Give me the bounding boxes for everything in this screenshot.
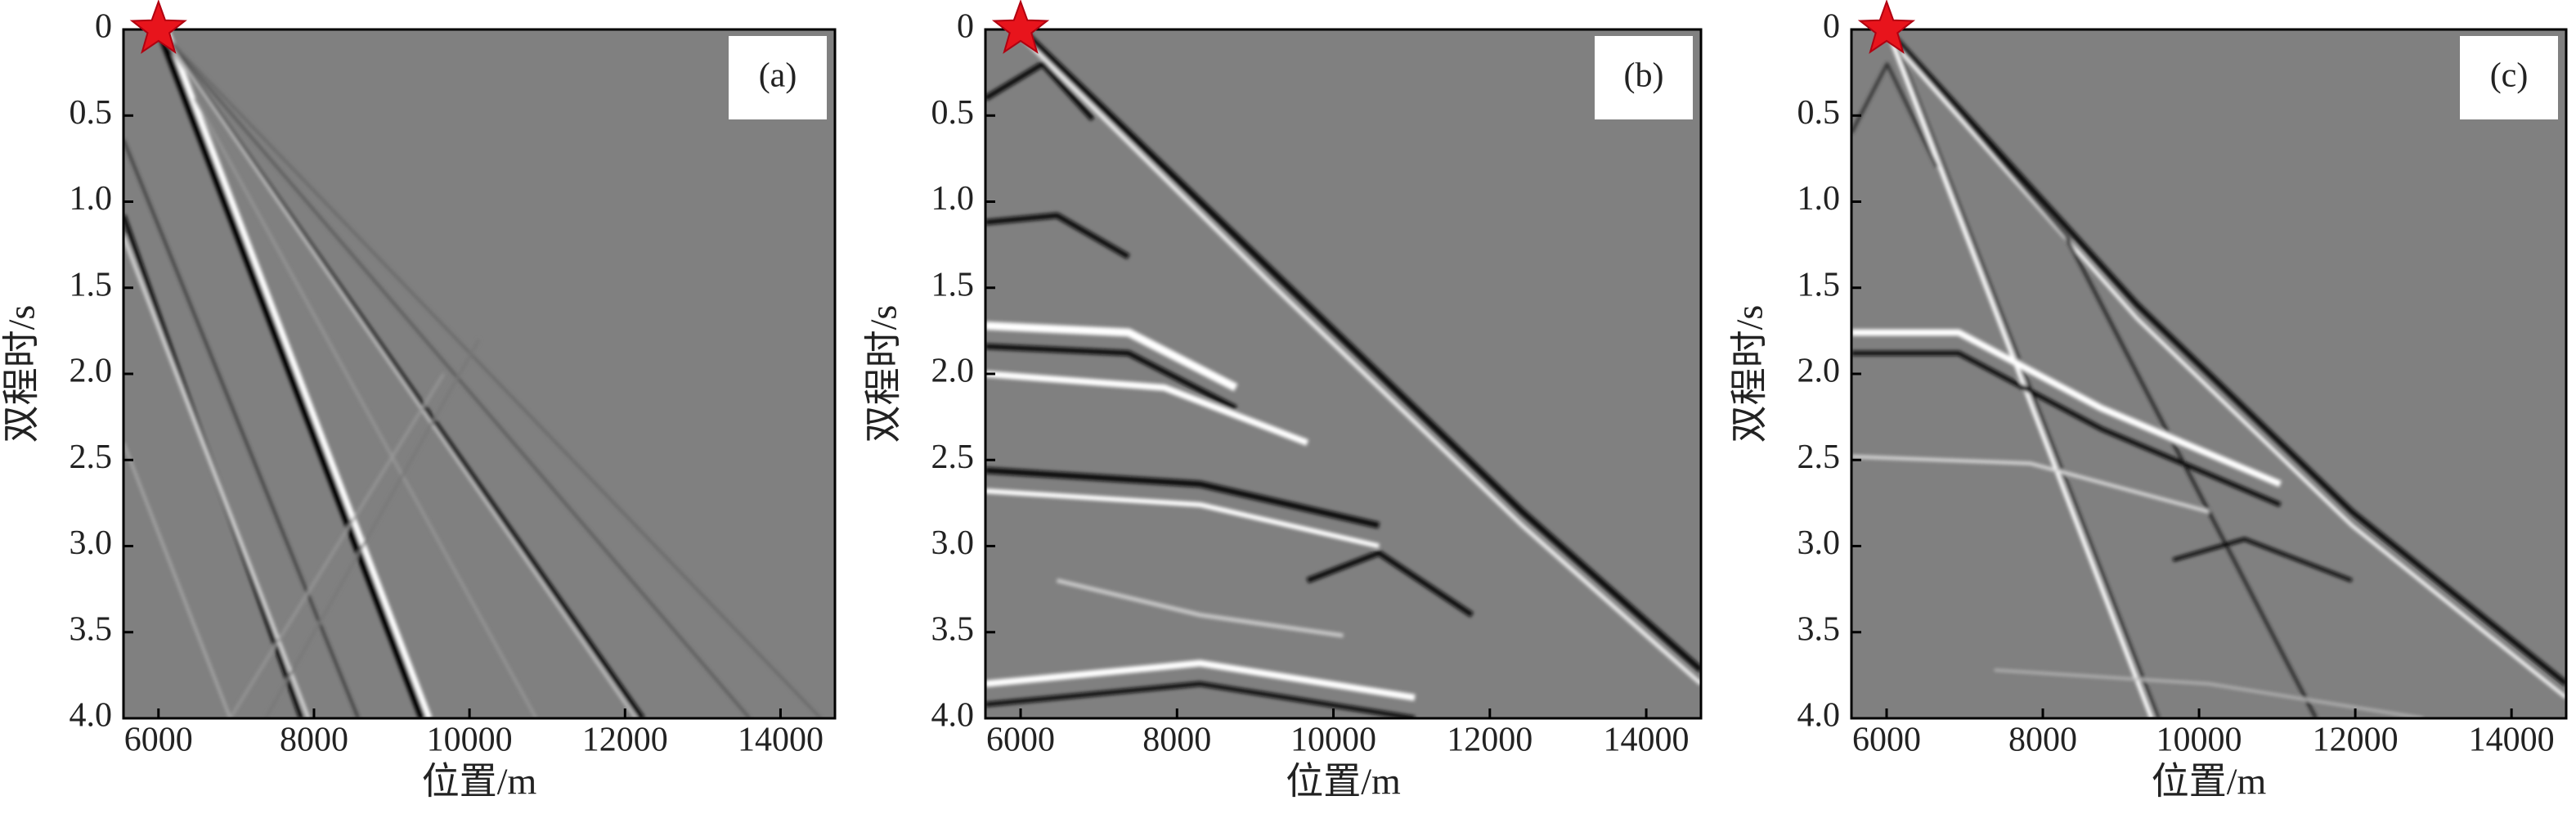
y-axis-label: 双程时/s bbox=[863, 305, 904, 443]
y-tick-label: 2.0 bbox=[1797, 353, 1841, 390]
panel: 6000 8000 10000 12000 14000 0 0.5 1.0 1.5 2.0 2.5 3… bbox=[863, 0, 1703, 803]
wavefront bbox=[155, 29, 426, 718]
wavefront bbox=[985, 488, 1380, 549]
y-tick-label: 3.5 bbox=[931, 610, 975, 648]
y-tick-label: 2.5 bbox=[1797, 438, 1841, 476]
wavefront bbox=[2172, 537, 2353, 582]
x-tick-label: 14000 bbox=[2469, 722, 2555, 759]
wavefront bbox=[123, 235, 311, 718]
y-tick-label: 3.5 bbox=[70, 610, 113, 648]
wavefront bbox=[1885, 29, 2154, 718]
y-tick-label: 4.0 bbox=[931, 697, 975, 735]
x-tick-label: 6000 bbox=[124, 722, 193, 759]
y-tick-label: 4.0 bbox=[70, 697, 113, 735]
wavefront bbox=[985, 466, 1380, 529]
y-tick-label: 4.0 bbox=[1797, 697, 1841, 735]
wavefront bbox=[1885, 29, 2566, 686]
y-tick-label: 1.5 bbox=[931, 266, 975, 304]
y-tick-label: 2.5 bbox=[70, 438, 113, 476]
wavefront bbox=[985, 681, 1416, 718]
x-tick-label: 14000 bbox=[738, 722, 824, 759]
x-tick-label: 14000 bbox=[1604, 722, 1690, 759]
wavefield bbox=[123, 29, 822, 718]
x-tick-label: 8000 bbox=[1142, 722, 1211, 759]
wavefront bbox=[158, 29, 751, 718]
x-axis-label: 位置/m bbox=[1286, 761, 1401, 803]
wavefront bbox=[985, 61, 1095, 121]
wavefront bbox=[123, 442, 231, 718]
y-tick-label: 0.5 bbox=[931, 94, 975, 132]
wavefront bbox=[1886, 35, 2566, 699]
wavefront bbox=[229, 373, 445, 718]
x-tick-label: 10000 bbox=[427, 722, 513, 759]
panel-label-box bbox=[729, 36, 827, 119]
y-tick-label: 3.0 bbox=[931, 524, 975, 562]
x-tick-label: 10000 bbox=[2156, 722, 2242, 759]
wavefield bbox=[1851, 29, 2566, 718]
plot-background bbox=[985, 29, 1701, 718]
y-tick-label: 3.5 bbox=[1797, 610, 1841, 648]
wavefront bbox=[158, 29, 637, 718]
wavefront bbox=[1851, 455, 2210, 514]
wavefield bbox=[985, 29, 1701, 718]
x-tick-label: 12000 bbox=[582, 722, 668, 759]
wavefront bbox=[985, 322, 1238, 392]
wavefront bbox=[985, 212, 1130, 259]
y-axis-label: 双程时/s bbox=[1, 305, 43, 443]
x-tick-label: 8000 bbox=[2008, 722, 2077, 759]
y-tick-label: 1.0 bbox=[70, 180, 113, 218]
y-tick-label: 1.0 bbox=[1797, 180, 1841, 218]
wavefront bbox=[193, 97, 537, 718]
source-star bbox=[129, 0, 187, 54]
y-axis-label: 双程时/s bbox=[1729, 305, 1770, 443]
wavefront bbox=[1019, 34, 1701, 686]
y-tick-label: 0.5 bbox=[1797, 94, 1841, 132]
panel-label-box bbox=[1595, 36, 1693, 119]
x-tick-label: 12000 bbox=[2313, 722, 2399, 759]
wavefront bbox=[158, 29, 822, 718]
x-tick-label: 10000 bbox=[1290, 722, 1376, 759]
wavefront bbox=[1018, 29, 1701, 673]
wavefront bbox=[1886, 29, 2318, 718]
x-axis-label: 位置/m bbox=[422, 761, 537, 803]
panel-label: (c) bbox=[2490, 57, 2529, 95]
panel: 6000 8000 10000 12000 14000 0 0.5 1.0 1.5 2.0 2.5 3… bbox=[1729, 0, 2568, 803]
x-tick-label: 6000 bbox=[986, 722, 1055, 759]
wavefront bbox=[1851, 62, 1939, 169]
wavefront bbox=[1306, 550, 1474, 618]
y-tick-label: 0 bbox=[95, 8, 112, 46]
panel-label-box bbox=[2460, 36, 2558, 119]
x-axis-label: 位置/m bbox=[2152, 761, 2267, 803]
wavefront bbox=[985, 659, 1416, 701]
wavefront bbox=[985, 343, 1237, 412]
y-tick-label: 1.0 bbox=[931, 180, 975, 218]
wavefront bbox=[1851, 350, 2282, 507]
y-tick-label: 1.5 bbox=[1797, 266, 1841, 304]
wavefront bbox=[264, 339, 481, 718]
panel-label: (a) bbox=[759, 57, 797, 95]
wavefront bbox=[985, 371, 1309, 446]
wavefront bbox=[1851, 329, 2282, 488]
y-tick-label: 0.5 bbox=[70, 94, 113, 132]
y-tick-label: 2.0 bbox=[70, 353, 113, 390]
y-tick-label: 3.0 bbox=[1797, 524, 1841, 562]
wavefront bbox=[1994, 668, 2424, 718]
y-tick-label: 2.5 bbox=[931, 438, 975, 476]
x-tick-label: 6000 bbox=[1852, 722, 1921, 759]
y-tick-label: 1.5 bbox=[70, 266, 113, 304]
source-star bbox=[1857, 0, 1916, 54]
x-tick-label: 8000 bbox=[280, 722, 348, 759]
y-tick-label: 3.0 bbox=[70, 524, 113, 562]
y-tick-label: 0 bbox=[957, 8, 974, 46]
source-star bbox=[991, 0, 1050, 54]
wavefront bbox=[1056, 578, 1344, 638]
panel-label: (b) bbox=[1624, 57, 1664, 95]
wavefront bbox=[1889, 29, 2161, 718]
wavefront bbox=[163, 29, 433, 718]
y-tick-label: 2.0 bbox=[931, 353, 975, 390]
y-tick-label: 0 bbox=[1823, 8, 1840, 46]
panel: 6000 8000 10000 12000 14000 0 0.5 1.0 1.5 2.0 2.5 3… bbox=[1, 0, 837, 803]
x-tick-label: 12000 bbox=[1447, 722, 1533, 759]
